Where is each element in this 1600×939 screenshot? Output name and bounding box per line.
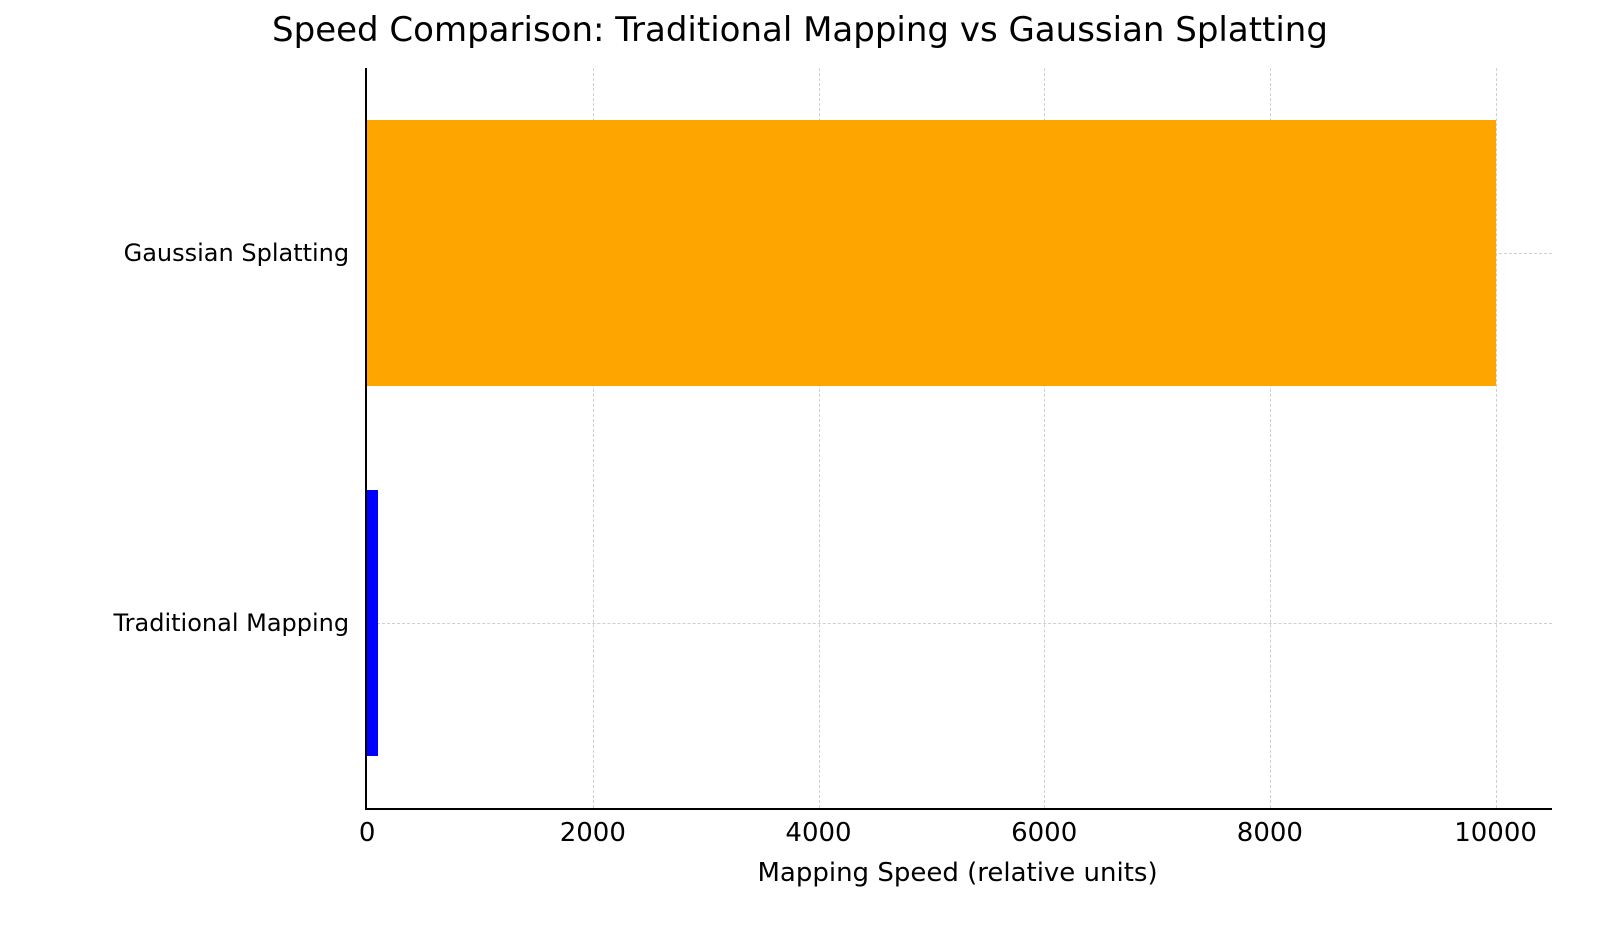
- plot-area: 0200040006000800010000Traditional Mappin…: [365, 68, 1552, 810]
- xtick-label: 8000: [1237, 818, 1303, 848]
- ytick-label: Gaussian Splatting: [4, 239, 349, 267]
- chart-title: Speed Comparison: Traditional Mapping vs…: [0, 10, 1600, 50]
- bar: [367, 490, 378, 756]
- xtick-label: 6000: [1011, 818, 1077, 848]
- ytick-label: Traditional Mapping: [4, 609, 349, 637]
- xtick-label: 0: [359, 818, 376, 848]
- bar: [367, 120, 1495, 386]
- xtick-label: 4000: [785, 818, 851, 848]
- xtick-label: 2000: [560, 818, 626, 848]
- chart-container: Speed Comparison: Traditional Mapping vs…: [0, 0, 1600, 939]
- xtick-label: 10000: [1454, 818, 1537, 848]
- gridline-vertical: [1496, 68, 1497, 808]
- x-axis-label: Mapping Speed (relative units): [365, 858, 1550, 888]
- gridline-horizontal: [367, 623, 1552, 624]
